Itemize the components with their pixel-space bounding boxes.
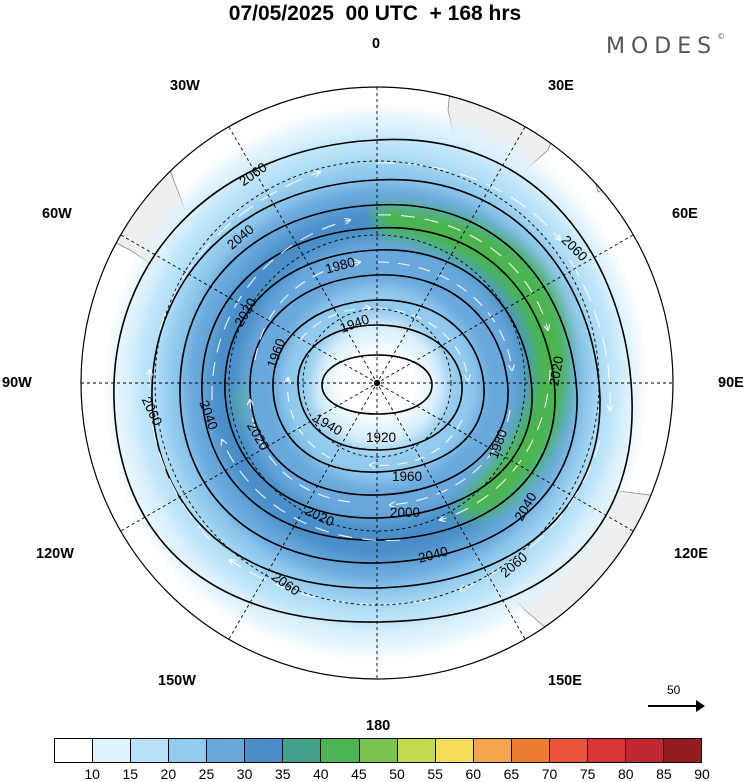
pole-marker <box>373 379 381 387</box>
colorbar-tick-label: 80 <box>617 766 634 782</box>
contour-label: 2020 <box>546 355 566 387</box>
longitude-label: 150E <box>548 673 582 689</box>
colorbar-swatch <box>549 739 588 762</box>
colorbar-swatch <box>435 739 474 762</box>
longitude-label: 60W <box>42 206 72 222</box>
colorbar-swatch <box>283 739 322 762</box>
colorbar-tick-label: 70 <box>541 766 558 782</box>
colorbar <box>54 738 702 763</box>
colorbar-swatch <box>397 739 436 762</box>
wind-vectors <box>149 162 610 605</box>
colorbar-swatch <box>55 739 94 762</box>
colorbar-swatch <box>93 739 132 762</box>
longitude-label: 90W <box>2 375 32 391</box>
map-boundary <box>80 86 674 680</box>
contour-label: 1920 <box>366 430 396 445</box>
reference-vector-arrowhead <box>696 700 705 712</box>
colorbar-tick-label: 60 <box>465 766 482 782</box>
polar-map: 1920 1940 1940 1960 1960 1980 1980 2000 … <box>80 86 674 680</box>
reference-vector-arrow <box>648 705 702 707</box>
colorbar-swatch <box>321 739 360 762</box>
colorbar-tick-label: 35 <box>274 766 291 782</box>
longitude-label: 30W <box>170 78 200 94</box>
map-disc <box>81 87 673 679</box>
longitude-label: 0 <box>372 36 381 52</box>
colorbar-swatch <box>587 739 626 762</box>
colorbar-tick-label: 50 <box>389 766 405 782</box>
colorbar-tick-label: 40 <box>313 766 329 782</box>
colorbar-tick-label: 10 <box>84 766 100 782</box>
colorbar-tick-label: 25 <box>198 766 215 782</box>
contour-label: 2000 <box>390 505 420 520</box>
modes-logo: MODES© <box>606 32 726 59</box>
contour-label: 1960 <box>392 469 422 484</box>
colorbar-tick-label: 90 <box>694 766 710 782</box>
longitude-label: 180 <box>366 718 391 734</box>
colorbar-swatch <box>473 739 512 762</box>
colorbar-tick-label: 55 <box>427 766 443 782</box>
colorbar-tick-label: 85 <box>656 766 672 782</box>
longitude-label: 150W <box>158 673 196 689</box>
colorbar-tick-label: 45 <box>351 766 367 782</box>
colorbar-swatch <box>207 739 246 762</box>
colorbar-swatch <box>359 739 398 762</box>
colorbar-swatch <box>625 739 664 762</box>
colorbar-tick-label: 65 <box>503 766 520 782</box>
colorbar-swatch <box>131 739 170 762</box>
colorbar-swatch <box>245 739 284 762</box>
longitude-label: 60E <box>672 206 698 222</box>
longitude-label: 120E <box>674 546 708 562</box>
colorbar-tick-label: 75 <box>579 766 596 782</box>
colorbar-swatch <box>169 739 208 762</box>
longitude-label: 90E <box>718 375 744 391</box>
colorbar-swatch <box>511 739 550 762</box>
longitude-label: 30E <box>548 78 574 94</box>
reference-vector-label: 50 <box>667 683 681 697</box>
map-title: 07/05/2025 00 UTC + 168 hrs <box>228 2 522 25</box>
colorbar-tick-label: 15 <box>122 766 139 782</box>
colorbar-swatch <box>664 739 702 762</box>
colorbar-tick-label: 30 <box>236 766 253 782</box>
longitude-label: 120W <box>36 546 74 562</box>
colorbar-tick-label: 20 <box>160 766 177 782</box>
